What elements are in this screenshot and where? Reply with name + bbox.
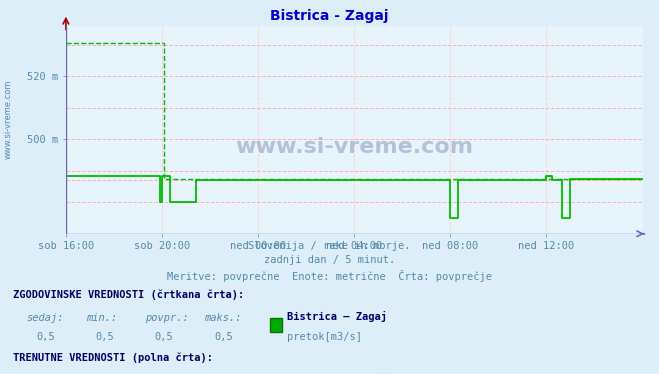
Text: min.:: min.: <box>86 313 117 323</box>
Text: pretok[m3/s]: pretok[m3/s] <box>287 332 362 342</box>
Text: 0,5: 0,5 <box>214 332 233 342</box>
Text: sedaj:: sedaj: <box>26 313 64 323</box>
Text: 0,5: 0,5 <box>155 332 173 342</box>
Text: ZGODOVINSKE VREDNOSTI (črtkana črta):: ZGODOVINSKE VREDNOSTI (črtkana črta): <box>13 290 244 300</box>
Text: 0,5: 0,5 <box>36 332 55 342</box>
Text: maks.:: maks.: <box>204 313 242 323</box>
Text: povpr.:: povpr.: <box>145 313 188 323</box>
Text: zadnji dan / 5 minut.: zadnji dan / 5 minut. <box>264 255 395 266</box>
Text: Bistrica - Zagaj: Bistrica - Zagaj <box>270 9 389 23</box>
Text: www.si-vreme.com: www.si-vreme.com <box>235 137 473 157</box>
Text: Meritve: povprečne  Enote: metrične  Črta: povprečje: Meritve: povprečne Enote: metrične Črta:… <box>167 270 492 282</box>
Text: TRENUTNE VREDNOSTI (polna črta):: TRENUTNE VREDNOSTI (polna črta): <box>13 352 213 363</box>
Text: Bistrica – Zagaj: Bistrica – Zagaj <box>287 311 387 322</box>
Text: www.si-vreme.com: www.si-vreme.com <box>4 80 13 159</box>
Text: 0,5: 0,5 <box>96 332 114 342</box>
Text: Slovenija / reke in morje.: Slovenija / reke in morje. <box>248 241 411 251</box>
